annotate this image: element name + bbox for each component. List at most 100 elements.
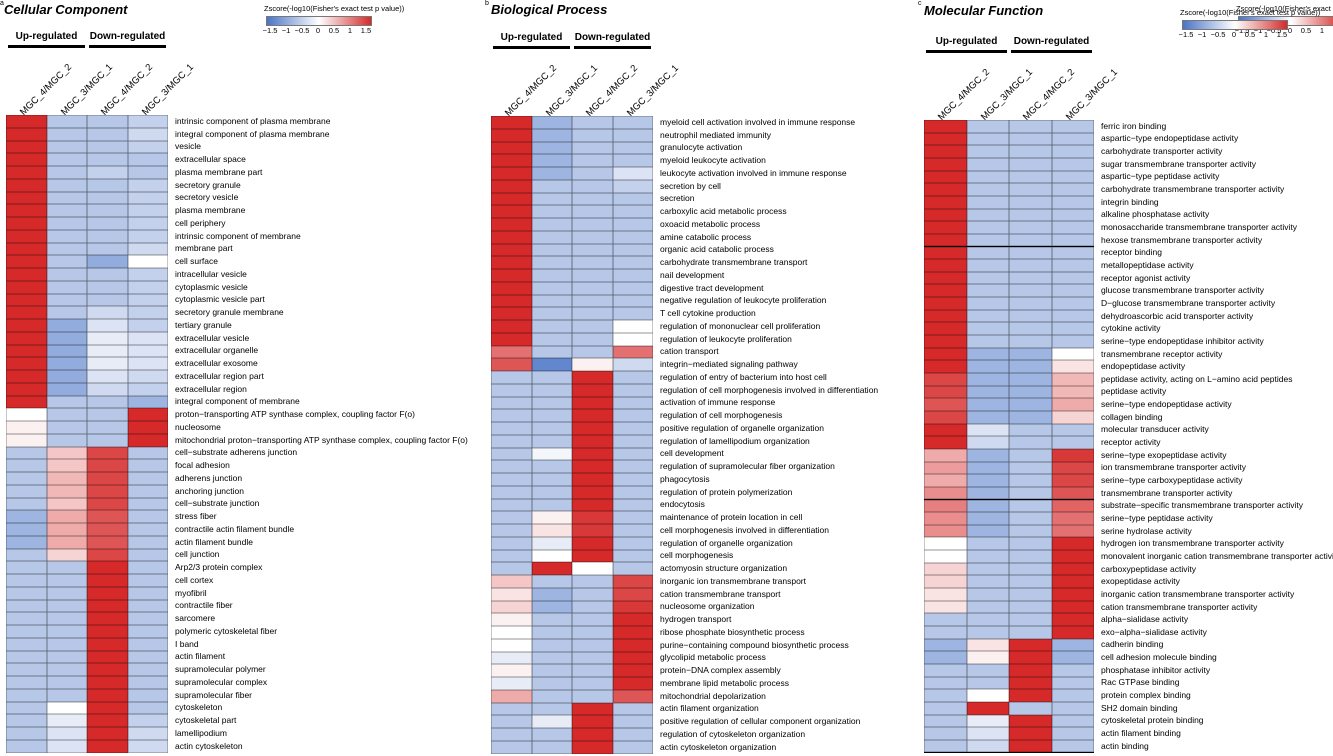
- heatmap-cell: [1051, 183, 1094, 196]
- heatmap-cell: [924, 537, 967, 551]
- heatmap-cell: [127, 714, 168, 727]
- row-label: cation transmembrane transport: [660, 588, 781, 599]
- heatmap-cell: [6, 229, 47, 243]
- heatmap-cell: [127, 319, 168, 332]
- heatmap-cell: [572, 345, 613, 359]
- heatmap-cell: [127, 510, 168, 523]
- row-label: purine−containing compound biosynthetic …: [660, 639, 849, 650]
- heatmap-cell: [127, 255, 168, 268]
- row-label: intrinsic component of membrane: [175, 230, 301, 241]
- heatmap-cell: [127, 293, 168, 307]
- heatmap-cell: [127, 395, 168, 409]
- heatmap-cell: [1051, 360, 1094, 373]
- heatmap-cell: [924, 398, 967, 411]
- heatmap-cell: [6, 548, 47, 562]
- heatmap-cell: [1009, 701, 1052, 715]
- row-label: cation transport: [660, 346, 719, 357]
- heatmap-cell: [924, 385, 967, 399]
- heatmap-cell: [491, 422, 532, 435]
- heatmap-cell: [572, 307, 613, 320]
- heatmap-cell: [966, 575, 1009, 589]
- heatmap-cell: [46, 459, 87, 472]
- row-label: T cell cytokine production: [660, 308, 756, 319]
- legend-tick: −1: [1197, 30, 1207, 39]
- row-label: actomyosin structure organization: [660, 563, 788, 574]
- heatmap-cell: [612, 396, 653, 410]
- row-label: cytoplasmic vesicle: [175, 281, 248, 292]
- heatmap-cell: [612, 460, 653, 473]
- heatmap-cell: [572, 740, 613, 754]
- heatmap-cell: [531, 243, 572, 257]
- heatmap-cell: [612, 358, 653, 371]
- row-label: integrin binding: [1101, 196, 1159, 207]
- heatmap-cell: [6, 637, 47, 651]
- heatmap-cell: [966, 714, 1009, 728]
- heatmap-cell: [87, 535, 128, 549]
- heatmap-cell: [966, 398, 1009, 411]
- heatmap-cell: [531, 728, 572, 741]
- heatmap-cell: [46, 140, 87, 154]
- heatmap-cell: [572, 447, 613, 461]
- row-label: mitochondrial proton−transporting ATP sy…: [175, 434, 468, 445]
- heatmap-cell: [531, 460, 572, 473]
- heatmap-cell: [531, 651, 572, 665]
- heatmap-cell: [46, 510, 87, 523]
- row-label: peptidase activity, acting on L−amino ac…: [1101, 373, 1293, 384]
- legend-tick: −1.5: [1234, 26, 1250, 35]
- row-label: positive regulation of cellular componen…: [660, 716, 861, 727]
- heatmap-cell: [127, 306, 168, 319]
- heatmap-cell: [6, 561, 47, 574]
- heatmap-cell: [572, 409, 613, 422]
- row-label: cell morphogenesis involved in different…: [660, 524, 829, 535]
- heatmap-cell: [491, 498, 532, 512]
- row-label: cytoskeleton: [175, 702, 223, 713]
- heatmap-cell: [6, 319, 47, 332]
- heatmap-cell: [127, 548, 168, 562]
- panel-letter: b: [485, 0, 489, 7]
- heatmap-cell: [46, 153, 87, 166]
- row-label: maintenance of protein location in cell: [660, 512, 803, 523]
- legend-tick: −0.5: [1266, 26, 1282, 35]
- heatmap-cell: [612, 116, 653, 129]
- heatmap-cell: [87, 178, 128, 192]
- heatmap-cell: [572, 141, 613, 155]
- heatmap-cell: [531, 383, 572, 397]
- heatmap-cell: [491, 511, 532, 524]
- heatmap-cell: [1009, 195, 1052, 209]
- heatmap-cell: [924, 663, 967, 677]
- row-label: cation transmembrane transporter activit…: [1101, 601, 1258, 612]
- heatmap-cell: [1051, 676, 1094, 690]
- heatmap-cell: [6, 574, 47, 587]
- row-label: aspartic−type endopeptidase activity: [1101, 133, 1239, 144]
- heatmap-cell: [6, 204, 47, 217]
- heatmap-cell: [6, 421, 47, 434]
- heatmap-cell: [531, 371, 572, 384]
- heatmap-cell: [924, 613, 967, 626]
- heatmap-cell: [87, 523, 128, 536]
- heatmap-cell: [1009, 385, 1052, 399]
- heatmap-cell: [127, 268, 168, 281]
- heatmap-cell: [1051, 739, 1094, 753]
- heatmap-cell: [572, 230, 613, 244]
- heatmap-cell: [924, 309, 967, 323]
- row-label: actin filament: [175, 651, 226, 662]
- heatmap-cell: [46, 739, 87, 753]
- heatmap-cell: [924, 550, 967, 563]
- heatmap-cell: [612, 192, 653, 206]
- heatmap-cell: [1051, 550, 1094, 563]
- heatmap-cell: [87, 446, 128, 460]
- group-bar: [926, 50, 1007, 53]
- heatmap-cell: [1051, 575, 1094, 589]
- heatmap-cell: [1051, 588, 1094, 601]
- heatmap-cell: [491, 320, 532, 333]
- heatmap-cell: [531, 524, 572, 537]
- row-label: myeloid cell activation involved in immu…: [660, 116, 856, 127]
- heatmap-cell: [6, 153, 47, 166]
- heatmap-cell: [966, 195, 1009, 209]
- heatmap-cell: [87, 370, 128, 383]
- heatmap-cell: [531, 218, 572, 231]
- row-label: positive regulation of organelle organiz…: [660, 422, 824, 433]
- heatmap-cell: [612, 549, 653, 563]
- row-label: leukocyte activation involved in immune …: [660, 167, 847, 178]
- heatmap-cell: [612, 179, 653, 193]
